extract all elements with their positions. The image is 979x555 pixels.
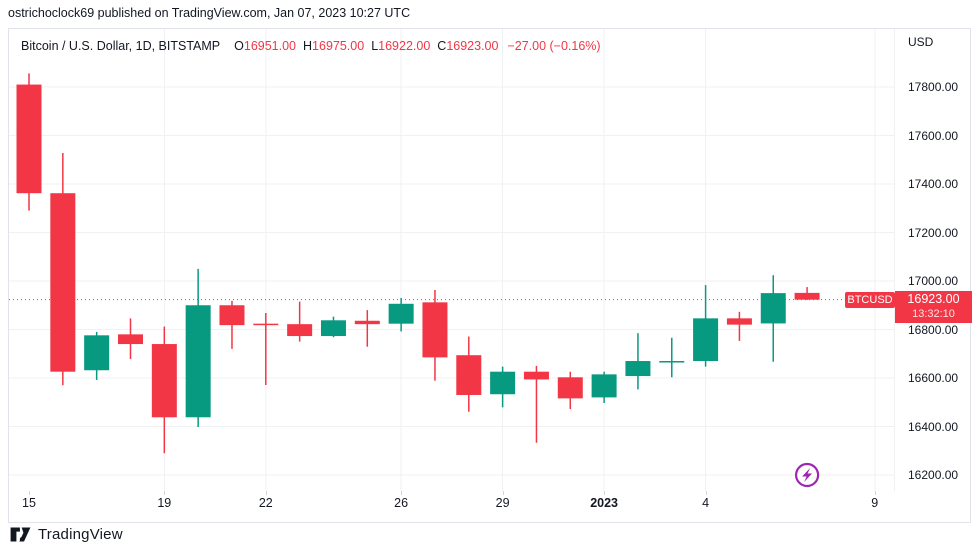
ohlc-value: 16951.00	[243, 39, 297, 53]
last-price-value: 16923.00	[907, 292, 960, 306]
candle-2022-12-28[interactable]	[456, 336, 482, 412]
lightning-icon[interactable]	[794, 462, 820, 488]
ohlc-key: L	[371, 39, 379, 53]
candlestick-plot[interactable]	[9, 29, 894, 491]
tradingview-logo-icon	[10, 527, 31, 542]
candle-2022-12-16[interactable]	[50, 152, 76, 386]
price-tick-label: 16400.00	[908, 419, 959, 434]
candle-2022-12-15[interactable]	[16, 73, 42, 211]
time-tick	[164, 491, 166, 495]
candle-2023-01-05[interactable]	[726, 311, 752, 341]
candle-2022-12-29[interactable]	[490, 366, 516, 408]
ohlc-value: 16923.00	[446, 39, 499, 53]
symbol-title[interactable]: Bitcoin / U.S. Dollar, 1D, BITSTAMP	[21, 39, 221, 53]
candle-2023-01-07[interactable]	[794, 287, 820, 300]
price-tick-label: 17800.00	[908, 80, 959, 94]
time-tick	[604, 491, 606, 495]
time-tick-label: 29	[495, 496, 510, 510]
tradingview-brand-text: TradingView	[38, 526, 123, 543]
price-tick-label: 17000.00	[908, 274, 959, 288]
candle-2022-12-30[interactable]	[523, 365, 549, 443]
candle-2022-12-25[interactable]	[354, 310, 380, 347]
candle-2022-12-18[interactable]	[117, 318, 143, 360]
price-line-symbol-flag[interactable]: BTCUSD	[845, 292, 895, 308]
ohlc-H: H16975.00	[303, 39, 364, 53]
ohlc-value: 16922.00	[378, 39, 431, 53]
chart-legend[interactable]: Bitcoin / U.S. Dollar, 1D, BITSTAMP O1695…	[21, 38, 601, 54]
ohlc-value: 16975.00	[312, 39, 365, 53]
ohlc-key: C	[437, 39, 447, 53]
price-tick-label: 17600.00	[908, 128, 959, 143]
time-tick	[265, 491, 267, 495]
candle-2023-01-06[interactable]	[760, 275, 786, 362]
ohlc-O: O16951.00	[234, 39, 296, 53]
ohlc-C: C16923.00	[437, 39, 498, 53]
candle-2023-01-02[interactable]	[625, 333, 651, 390]
tradingview-footer: TradingView	[10, 526, 123, 543]
price-tick-label: 17200.00	[908, 225, 959, 240]
time-axis[interactable]: 15 19 22 26 29 2023 4 9	[9, 491, 894, 523]
attribution-text: ostrichoclock69 published on TradingView…	[8, 6, 411, 20]
candle-2022-12-22[interactable]	[253, 313, 279, 386]
candle-2023-01-01[interactable]	[591, 371, 617, 403]
last-price-label: 16923.00 13:32:10	[895, 291, 972, 323]
candle-2022-12-23[interactable]	[287, 301, 313, 342]
candle-2022-12-17[interactable]	[84, 331, 110, 380]
time-tick	[401, 491, 403, 495]
time-tick	[705, 491, 707, 495]
price-tick-label: 16200.00	[908, 468, 959, 482]
candle-2023-01-04[interactable]	[693, 285, 719, 367]
price-tick-label: 16800.00	[908, 322, 959, 337]
time-tick-label: 19	[157, 496, 172, 510]
time-tick	[502, 491, 504, 495]
candle-2022-12-26[interactable]	[388, 297, 414, 332]
bar-countdown: 13:32:10	[912, 308, 955, 320]
candle-2022-12-19[interactable]	[151, 326, 177, 454]
candle-2022-12-20[interactable]	[185, 268, 211, 427]
candle-2023-01-03[interactable]	[659, 337, 685, 378]
candlestick-svg[interactable]	[9, 29, 894, 491]
ohlc-key: O	[234, 39, 244, 53]
price-tick-label: 17400.00	[908, 177, 959, 191]
time-tick	[874, 491, 876, 495]
candle-2022-12-24[interactable]	[320, 316, 346, 338]
change-value: −27.00 (−0.16%)	[507, 39, 601, 53]
time-tick-label: 9	[871, 496, 879, 510]
chart-frame: Bitcoin / U.S. Dollar, 1D, BITSTAMP O1695…	[8, 28, 972, 523]
time-tick-label: 4	[702, 496, 710, 510]
price-axis-unit-label: USD	[908, 35, 934, 49]
time-tick	[29, 491, 30, 495]
time-tick-label: 26	[394, 496, 409, 510]
candle-2022-12-31[interactable]	[557, 371, 583, 410]
price-tick-label: 16600.00	[908, 371, 959, 385]
candle-2022-12-27[interactable]	[422, 289, 448, 381]
time-tick-label: 2023	[590, 496, 619, 510]
candle-2022-12-21[interactable]	[219, 300, 245, 349]
time-tick-label: 22	[258, 496, 273, 510]
time-tick-label: 15	[22, 496, 36, 510]
ohlc-L: L16922.00	[371, 39, 430, 53]
ohlc-key: H	[303, 39, 313, 53]
price-axis[interactable]: USD 17800.00 17600.00 17400.00 17200.00 1700…	[894, 29, 972, 491]
